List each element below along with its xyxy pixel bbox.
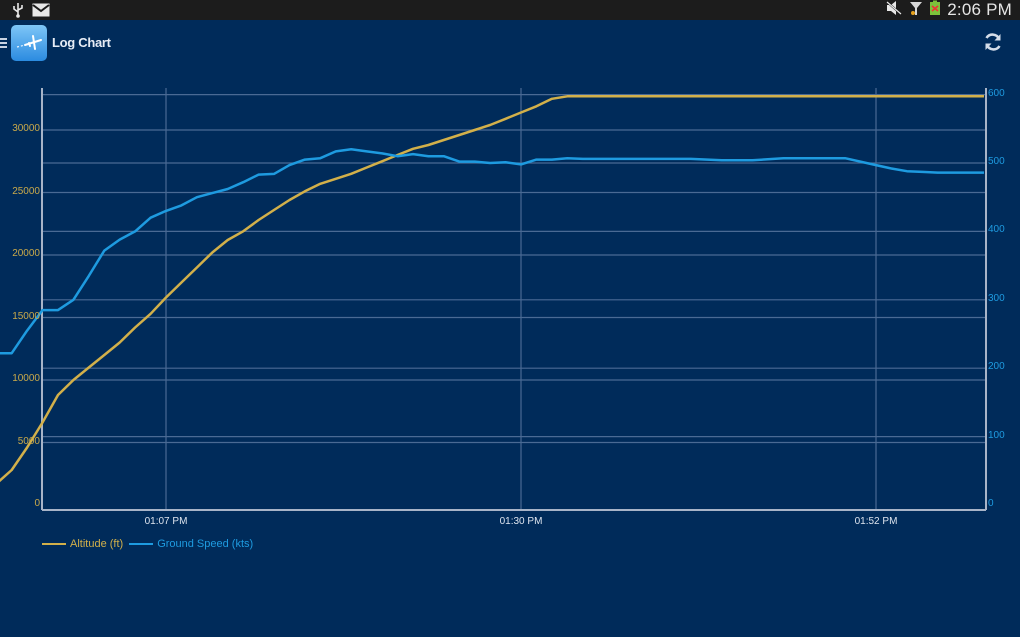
y-left-tick-label: 30000 <box>12 123 40 134</box>
x-tick-label: 01:52 PM <box>854 516 898 527</box>
y-right-tick-label: 500 <box>988 156 1005 167</box>
legend-label-ground-speed: Ground Speed (kts) <box>157 538 254 550</box>
legend-swatch-altitude <box>42 543 66 545</box>
ground-speed-series-line <box>0 148 984 355</box>
y-right-tick-label: 600 <box>988 87 1005 99</box>
y-right-tick-label: 400 <box>988 224 1005 236</box>
mute-icon <box>885 0 903 21</box>
x-tick-label: 01:07 PM <box>144 516 188 527</box>
altitude-series-line <box>0 95 984 483</box>
y-right-tick-label: 200 <box>988 361 1005 373</box>
clock: 2:06 PM <box>947 0 1012 19</box>
legend-label-altitude: Altitude (ft) <box>70 538 124 550</box>
y-left-tick-label: 15000 <box>12 310 40 322</box>
signal-icon <box>909 0 923 21</box>
airplane-app-icon[interactable] <box>11 25 47 61</box>
x-tick-label: 01:30 PM <box>499 516 543 527</box>
page-title: Log Chart <box>52 35 111 50</box>
chart-legend: Altitude (ft) Ground Speed (kts) <box>42 538 259 550</box>
y-left-tick-label: 20000 <box>12 248 40 259</box>
y-left-tick-label: 10000 <box>12 373 40 384</box>
y-left-tick-label: 0 <box>34 498 40 509</box>
y-left-tick-label: 25000 <box>12 185 40 197</box>
y-right-tick-label: 0 <box>988 498 994 509</box>
status-bar: 2:06 PM <box>0 0 1020 20</box>
y-right-tick-label: 300 <box>988 292 1005 304</box>
refresh-icon[interactable] <box>982 31 1004 53</box>
y-right-tick-label: 100 <box>988 429 1005 441</box>
usb-icon <box>12 2 24 23</box>
action-bar <box>0 20 1020 66</box>
battery-charging-icon <box>929 0 941 21</box>
legend-swatch-ground-speed <box>129 543 154 545</box>
drawer-menu-icon[interactable] <box>0 38 7 50</box>
gmail-icon <box>32 3 50 22</box>
y-left-tick-label: 5000 <box>17 435 40 447</box>
